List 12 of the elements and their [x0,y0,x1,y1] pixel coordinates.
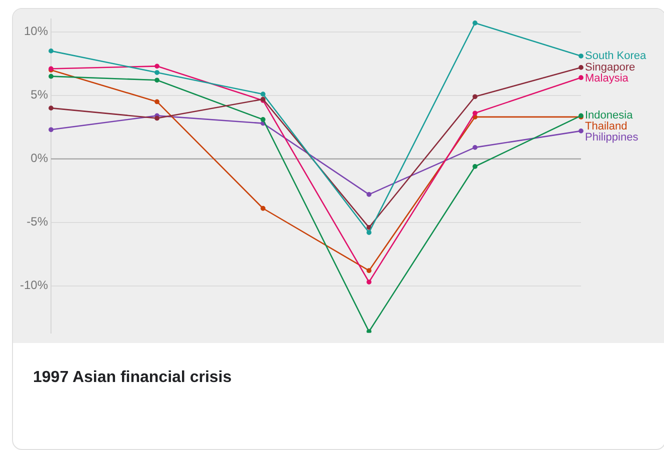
series-label: Thailand [585,120,628,133]
text: 1997 Asian financial crisis [32,368,233,388]
series-label: Indonesia [585,110,634,122]
series-label: Malaysia [585,72,630,84]
y-tick-label: -10% [20,278,48,292]
series-label: Philippines [585,132,639,144]
y-tick-label: -5% [26,214,48,229]
y-tick-label: 5% [30,88,48,102]
y-tick-label: 10% [24,24,48,38]
y-tick-label: 0% [30,151,48,166]
series-label: Singapore [585,61,636,74]
series-label: South Korea [585,50,648,62]
